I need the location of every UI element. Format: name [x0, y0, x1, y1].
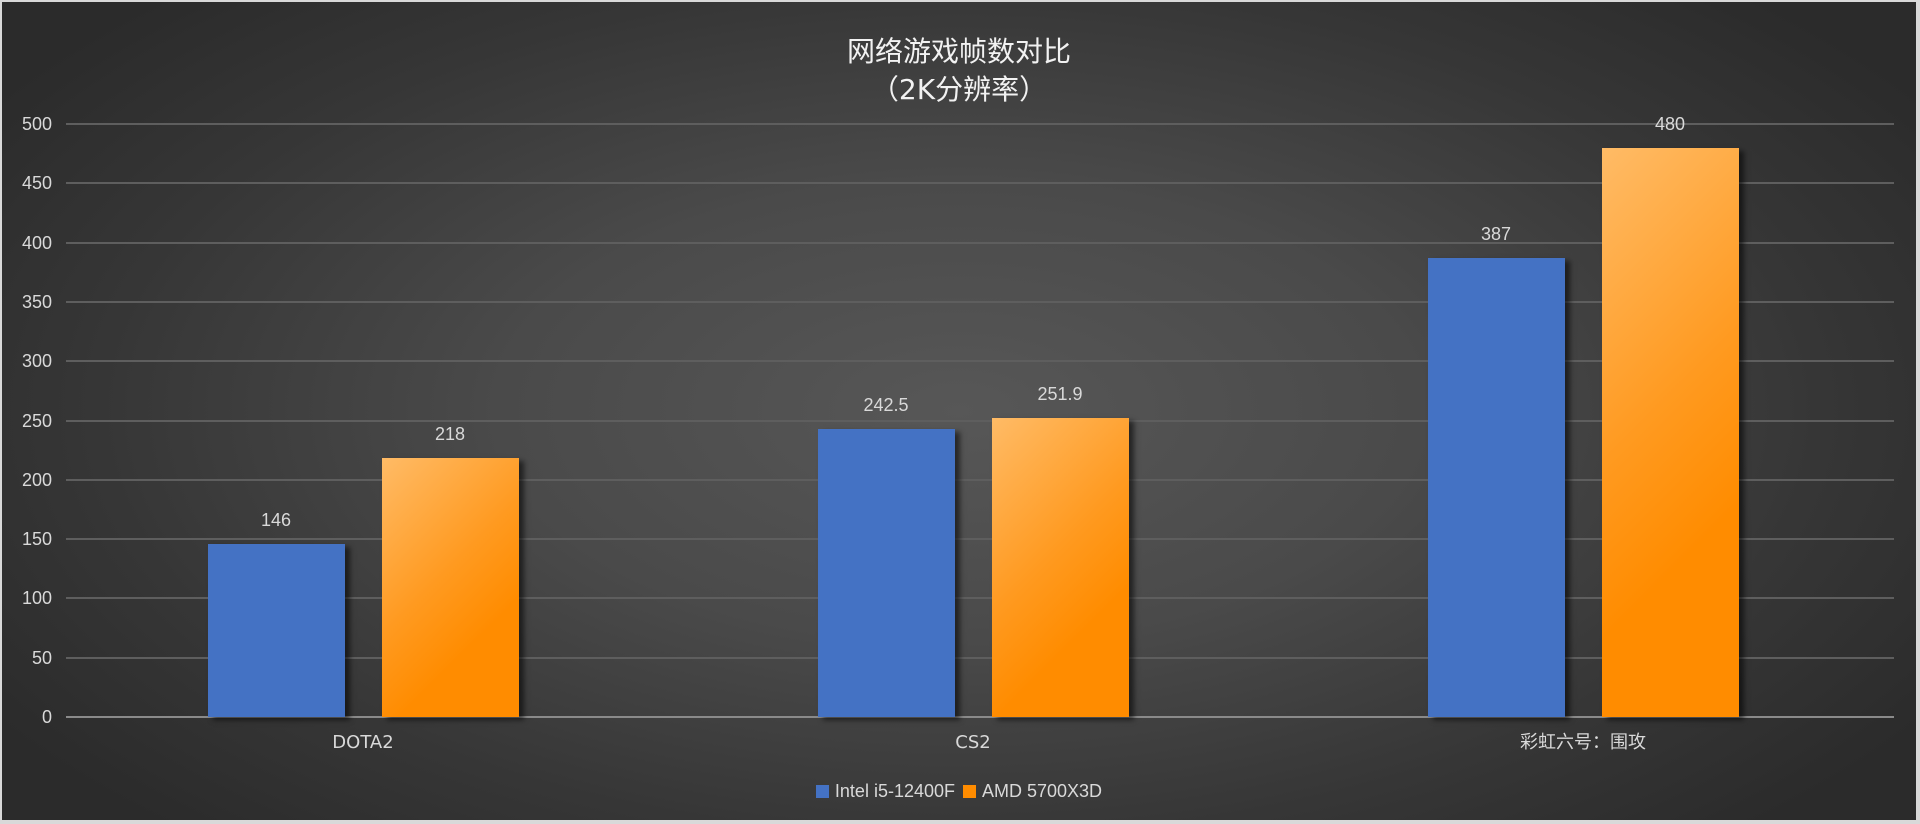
gridline [66, 419, 1894, 422]
chart-subtitle: （2K分辨率） [870, 73, 1048, 106]
bar-amd [991, 418, 1129, 717]
gridline [66, 656, 1894, 659]
gridline [66, 597, 1894, 600]
legend-label: Intel i5-12400F [834, 781, 955, 801]
y-tick-label: 0 [41, 707, 52, 727]
legend-swatch-orange-icon [963, 785, 976, 798]
value-label: 146 [260, 509, 292, 530]
value-label: 387 [1480, 224, 1512, 245]
legend-label: AMD 5700X3D [982, 781, 1103, 801]
y-tick-label: 500 [21, 114, 52, 134]
legend: Intel i5-12400F AMD 5700X3D [2, 781, 1916, 802]
legend-item-amd: AMD 5700X3D [963, 781, 1102, 802]
bar-intel [1427, 258, 1565, 717]
gridline [66, 300, 1894, 303]
y-tick-label: 350 [21, 291, 52, 312]
gridline [66, 478, 1894, 481]
bar-intel [817, 429, 955, 717]
value-label: 251.9 [1037, 384, 1083, 405]
x-category-label: 彩虹六号：围攻 [1520, 732, 1646, 753]
gridline [66, 241, 1894, 244]
gridline [66, 360, 1894, 363]
x-axis-line [66, 716, 1894, 718]
legend-swatch-blue-icon [815, 785, 829, 798]
bar-intel [207, 543, 345, 717]
y-tick-label: 100 [21, 588, 52, 609]
legend-item-intel: Intel i5-12400F [815, 781, 955, 802]
chart-title: 网络游戏帧数对比 [846, 35, 1071, 68]
x-category-label: DOTA2 [332, 732, 394, 753]
y-tick-label: 450 [21, 173, 52, 194]
y-tick-label: 400 [21, 232, 52, 253]
gridline [66, 538, 1894, 541]
y-tick-label: 250 [21, 410, 52, 431]
x-category-label: CS2 [955, 732, 991, 753]
y-tick-label: 300 [21, 351, 52, 372]
bar-amd [381, 458, 519, 717]
gridline [66, 123, 1894, 125]
y-tick-label: 200 [21, 469, 52, 490]
bar-amd [1601, 147, 1739, 717]
y-tick-label: 150 [21, 529, 52, 550]
y-tick-label: 50 [31, 647, 52, 668]
value-label: 218 [434, 424, 466, 445]
value-label: 242.5 [863, 395, 909, 416]
value-label: 480 [1654, 113, 1686, 134]
gridline [66, 182, 1894, 185]
